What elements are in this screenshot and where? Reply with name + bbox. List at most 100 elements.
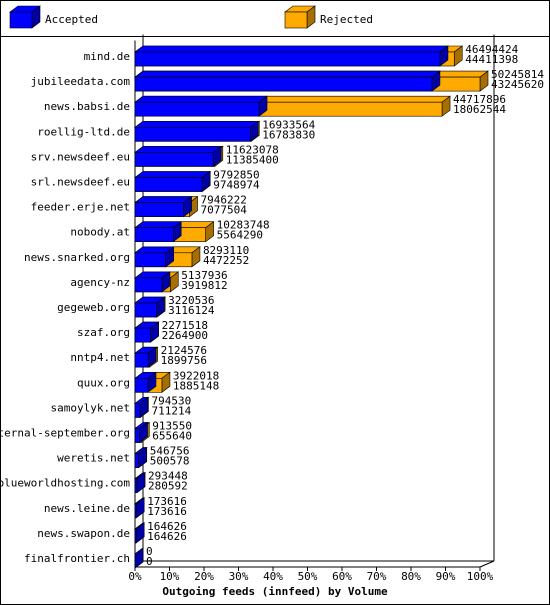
bar [134,70,441,92]
category-label: mind.de [84,50,130,63]
bar-side [134,547,144,569]
bar [134,321,160,343]
category-label: eternal-september.org [0,427,130,440]
bar [134,547,144,569]
bar-front [134,101,260,117]
bar-top [134,121,260,128]
value-label: 43245620 [491,78,544,91]
bar-front [134,352,149,368]
value-label: 173616 [147,495,187,508]
value-label: 1899756 [161,354,207,367]
value-label: 711214 [151,404,191,417]
bar-top [134,70,441,78]
category-label: nobody.at [70,226,130,239]
x-tick-label: 90% [436,570,456,583]
bar [134,271,171,293]
category-label: roellig-ltd.de [37,125,130,138]
bar [134,421,149,444]
bar-front [134,453,139,468]
bar-front [134,302,157,318]
value-label: 164626 [147,520,187,533]
bar-top [134,171,211,178]
value-label: 46494424 [465,43,518,56]
category-label: srl.newsdeef.eu [31,176,130,189]
bar-top [134,146,223,153]
bar-front [134,503,137,519]
bar [134,95,268,117]
value-label: 8293110 [203,244,249,257]
bar [134,346,157,368]
category-label: samoylyk.net [51,401,130,414]
bar [134,145,223,167]
bar-front [134,202,184,217]
bar-top [134,196,193,203]
category-label: nntp4.net [70,351,130,364]
category-label: feeder.erje.net [31,201,130,214]
category-label: news.babsi.de [44,100,130,113]
value-label: 280592 [148,480,188,493]
value-label: 546756 [150,445,190,458]
x-tick-label: 70% [367,570,387,583]
bar-front [134,428,140,443]
value-label: 11385400 [226,153,279,166]
bar [134,472,146,494]
bar-front [284,11,308,29]
bar [134,371,157,393]
value-label: 500578 [150,455,190,468]
value-label: 0 [146,545,153,558]
value-label: 3922018 [173,369,219,382]
bar [134,120,260,142]
bar-front [134,377,149,393]
bar-top [134,45,449,53]
floor-right [479,560,495,568]
category-label: news.swapon.de [37,527,130,540]
x-tick-label: 50% [298,570,318,583]
bar-top [134,95,268,103]
value-label: 173616 [147,505,187,518]
value-label: 3919812 [181,279,227,292]
legend-swatch [284,5,316,29]
category-label: news.leine.de [44,502,130,515]
bar [134,45,449,67]
bar-front [134,177,203,192]
value-label: 3116124 [168,304,215,317]
category-label: srv.newsdeef.eu [31,150,130,163]
value-label: 655640 [152,430,192,443]
bar [134,170,211,193]
bar-front [134,227,174,242]
category-label: jubileedata.com [31,75,131,88]
x-tick-label: 100% [467,570,494,583]
bar-front [9,11,33,29]
category-label: finalfrontier.ch [24,552,130,565]
value-label: 16783830 [262,128,315,141]
value-label: 16933564 [262,118,315,131]
value-label: 9748974 [213,179,260,192]
value-label: 7946222 [201,194,247,207]
x-tick-label: 80% [401,570,421,583]
x-tick-label: 20% [194,570,214,583]
category-label: gegeweb.org [57,301,130,314]
category-label: szaf.org [77,326,130,339]
category-label: news.snarked.org [24,251,130,264]
value-label: 44717896 [453,93,506,106]
category-label: blueworldhosting.com [0,477,130,490]
x-tick-label: 0% [128,570,142,583]
value-label: 5137936 [181,269,227,282]
category-label: agency-nz [70,276,130,289]
value-label: 7077504 [201,204,248,217]
bar-front [134,51,441,67]
bar-front [134,127,251,142]
value-label: 5564290 [217,229,263,242]
value-label: 0 [146,555,153,568]
x-tick-label: 30% [229,570,249,583]
bar [134,221,183,243]
bar-front [134,478,138,494]
bar-front [134,403,141,418]
value-label: 9792850 [213,169,259,182]
value-label: 3220536 [168,294,214,307]
x-tick-label: 10% [160,570,180,583]
legend-label: Accepted [45,13,98,26]
category-label: quux.org [77,376,130,389]
legend-swatch [9,5,41,29]
